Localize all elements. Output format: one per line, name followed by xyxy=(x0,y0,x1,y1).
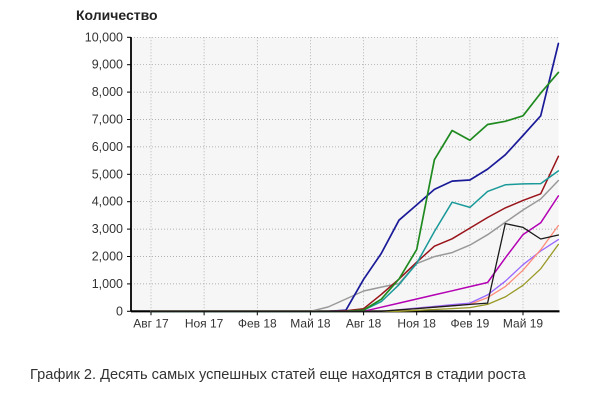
svg-text:Фев 18: Фев 18 xyxy=(238,316,277,330)
svg-text:0: 0 xyxy=(116,304,123,318)
svg-text:2,000: 2,000 xyxy=(92,250,123,264)
svg-text:10,000: 10,000 xyxy=(85,30,123,44)
svg-text:Май 18: Май 18 xyxy=(290,316,331,330)
svg-text:7,000: 7,000 xyxy=(92,113,123,127)
svg-text:Май 19: Май 19 xyxy=(503,316,544,330)
svg-text:Фев 19: Фев 19 xyxy=(450,316,489,330)
svg-text:Ноя 17: Ноя 17 xyxy=(185,316,224,330)
svg-text:6,000: 6,000 xyxy=(92,140,123,154)
svg-text:1,000: 1,000 xyxy=(92,277,123,291)
svg-text:Авг 18: Авг 18 xyxy=(346,316,382,330)
svg-text:Авг 17: Авг 17 xyxy=(133,316,169,330)
svg-text:9,000: 9,000 xyxy=(92,58,123,72)
svg-text:Ноя 18: Ноя 18 xyxy=(397,316,436,330)
svg-text:8,000: 8,000 xyxy=(92,85,123,99)
svg-text:4,000: 4,000 xyxy=(92,195,123,209)
svg-text:3,000: 3,000 xyxy=(92,222,123,236)
svg-text:5,000: 5,000 xyxy=(92,167,123,181)
